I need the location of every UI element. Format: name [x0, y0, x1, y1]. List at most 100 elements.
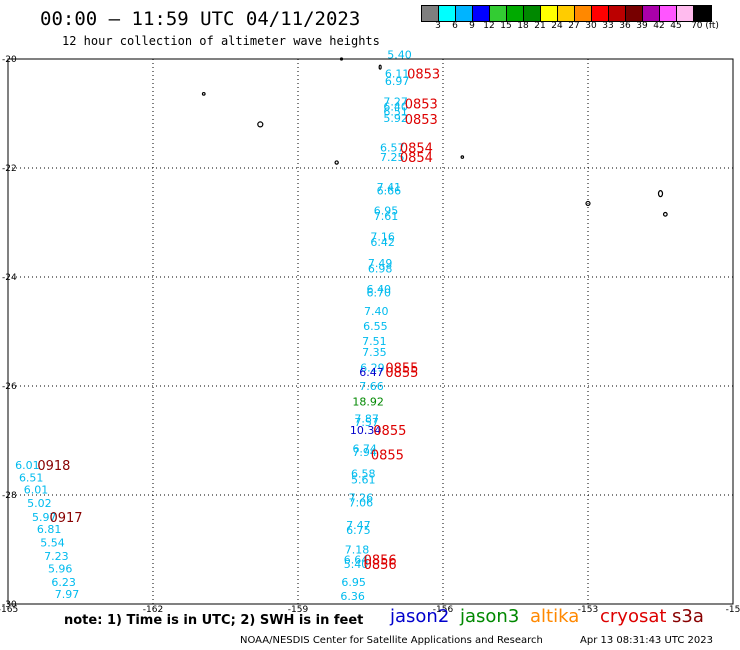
y-tick-label: -30 [2, 600, 17, 610]
y-tick-label: -28 [2, 491, 17, 501]
legend-cryosat: cryosat [600, 606, 667, 627]
color-scale-label: 21 [534, 21, 546, 31]
color-scale-label: 70 (ft) [691, 21, 719, 31]
color-swatch [626, 6, 643, 21]
color-scale-label: 3 [435, 21, 441, 31]
page-title: 00:00 – 11:59 UTC 04/11/2023 [40, 8, 361, 30]
wave-height-label: 6.51 [383, 105, 408, 118]
wave-height-label: 6.75 [346, 524, 371, 537]
wave-height-label: 5.54 [40, 536, 65, 549]
pass-time-label: 0855 [385, 361, 418, 376]
pass-time-label: 0853 [405, 98, 438, 113]
color-scale-label: 30 [585, 21, 597, 31]
wave-height-label: 7.51 [362, 335, 387, 348]
wave-height-label: 6.47 [359, 366, 384, 379]
wave-height-label: 7.27 [383, 96, 408, 109]
island-outline [339, 57, 344, 61]
color-scale-label: 12 [483, 21, 495, 31]
color-scale-label: 18 [517, 21, 529, 31]
wave-height-label: 6.58 [351, 468, 376, 481]
color-swatch [473, 6, 490, 21]
color-swatch [541, 6, 558, 21]
island-outline [257, 121, 264, 128]
wave-height-label: 6.55 [363, 320, 388, 333]
wave-height-label: 6.01 [15, 459, 40, 472]
wave-height-label: 6.01 [24, 484, 49, 497]
color-scale-label: 24 [551, 21, 563, 31]
x-tick-label: -15 [726, 605, 740, 615]
x-tick-label: -156 [433, 605, 454, 615]
wave-height-label: 7.25 [380, 151, 405, 164]
color-swatch [643, 6, 660, 21]
color-scale-label: 9 [469, 21, 475, 31]
pass-time-label: 0855 [373, 424, 406, 439]
wave-height-label: 7.18 [345, 544, 370, 557]
island-outline [460, 155, 465, 159]
color-swatch [507, 6, 524, 21]
wave-height-label: 6.97 [385, 75, 410, 88]
pass-time-label: 0854 [400, 141, 433, 156]
wave-height-label: 5.92 [383, 112, 408, 125]
pass-time-label: 0853 [405, 113, 438, 128]
color-swatch [439, 6, 456, 21]
x-tick-label: -159 [288, 605, 309, 615]
legend-altika: altika [530, 606, 580, 627]
island-outline [378, 64, 382, 70]
wave-height-label: 5.02 [27, 497, 52, 510]
wave-height-label: 7.40 [364, 305, 389, 318]
map-frame [7, 58, 734, 605]
color-swatch [422, 6, 439, 21]
color-swatch [456, 6, 473, 21]
color-swatch [694, 6, 711, 21]
wave-height-label: 7.26 [349, 492, 374, 505]
wave-height-label: 7.49 [368, 257, 393, 270]
wave-height-label: 6.70 [366, 286, 391, 299]
pass-time-label: 0918 [37, 459, 70, 474]
wave-height-label: 7.47 [346, 519, 371, 532]
wave-height-label: 6.81 [37, 523, 62, 536]
color-scale-label: 27 [568, 21, 580, 31]
wave-height-label: 6.36 [340, 590, 365, 603]
wave-height-label: 5.96 [48, 563, 73, 576]
color-scale-label: 42 [653, 21, 665, 31]
island-outline [657, 190, 664, 198]
pass-time-label: 0855 [371, 449, 404, 464]
wave-height-label: 6.74 [352, 443, 377, 456]
generation-timestamp: Apr 13 08:31:43 UTC 2023 [580, 635, 713, 646]
color-scale-label: 6 [452, 21, 458, 31]
y-tick-label: -26 [2, 382, 17, 392]
x-tick-label: -165 [0, 605, 18, 615]
x-tick-label: -153 [578, 605, 598, 615]
color-swatch [677, 6, 694, 21]
wave-height-label: 6.42 [370, 236, 395, 249]
color-scale-label: 33 [602, 21, 614, 31]
wave-height-label: 7.41 [377, 181, 402, 194]
wave-height-label: 7.35 [362, 346, 387, 359]
pass-time-label: 0855 [385, 366, 418, 381]
pass-time-label: 0917 [49, 511, 82, 526]
y-tick-label: -20 [2, 55, 17, 65]
island-outline [662, 211, 668, 217]
wave-height-label: 6.51 [19, 472, 44, 485]
y-tick-label: -22 [2, 164, 17, 174]
wave-height-label: 7.23 [44, 550, 69, 563]
wave-height-label: 6.98 [368, 262, 393, 275]
wave-height-label: 10.34 [350, 424, 382, 437]
wave-height-label: 7.06 [349, 497, 374, 510]
wave-height-label: 6.57 [380, 141, 405, 154]
color-swatch [609, 6, 626, 21]
wave-height-label: 5.97 [32, 511, 57, 524]
color-scale-bar [421, 5, 712, 22]
pass-time-label: 0856 [364, 553, 397, 568]
legend-jason2: jason2 [390, 606, 450, 627]
wave-height-label: 6.29 [360, 361, 385, 374]
wave-height-label: 7.66 [359, 380, 384, 393]
wave-height-label: 7.57 [354, 416, 379, 429]
color-swatch [524, 6, 541, 21]
wave-height-label: 6.66 [377, 184, 402, 197]
credit-line: NOAA/NESDIS Center for Satellite Applica… [240, 635, 543, 646]
x-tick-label: -162 [143, 605, 163, 615]
wave-height-label: 7.87 [354, 413, 379, 426]
wave-height-label: 7.94 [352, 446, 377, 459]
